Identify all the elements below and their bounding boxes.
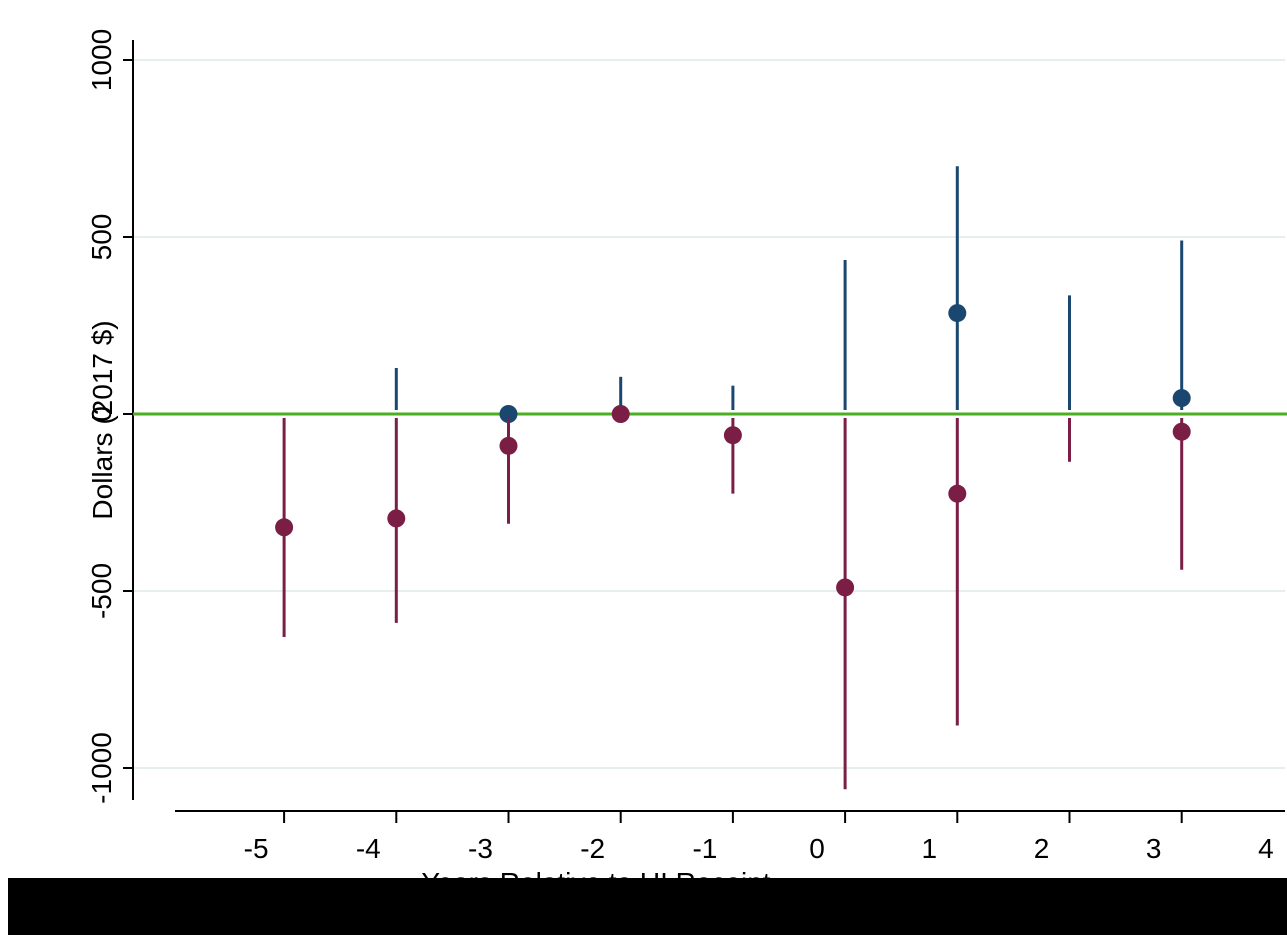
data-point	[1172, 389, 1191, 408]
x-tick-label: -5	[244, 833, 269, 864]
x-tick-label: 2	[1034, 833, 1050, 864]
x-tick-label: 4	[1258, 833, 1274, 864]
data-point	[499, 405, 518, 423]
x-tick-label: 3	[1146, 833, 1162, 864]
data-point	[611, 405, 630, 423]
y-tick-label: 500	[86, 214, 117, 261]
axes	[123, 40, 1285, 823]
data-point	[499, 436, 518, 455]
x-tick-label: -3	[468, 833, 493, 864]
tick-labels: 1000 500 0 -500 -1000 -5 -4 -3 -2 -1 0 1 2 3 4	[86, 29, 1274, 864]
x-tick-label: -4	[356, 833, 381, 864]
data-point	[836, 578, 855, 597]
x-tick-label: 1	[922, 833, 938, 864]
y-axis-title: Dollars (2017 $)	[87, 320, 118, 519]
data-point	[387, 509, 406, 528]
y-tick-label: -500	[86, 563, 117, 619]
x-tick-label: 0	[809, 833, 825, 864]
y-tick-label: 0	[86, 406, 117, 422]
x-tick-label: -1	[692, 833, 717, 864]
data-point	[948, 304, 967, 323]
y-tick-label: 1000	[86, 29, 117, 91]
black-band	[8, 878, 1287, 935]
grid-lines	[133, 59, 1285, 769]
series-marks	[275, 166, 1191, 790]
y-tick-label: -1000	[86, 732, 117, 804]
data-point	[723, 426, 742, 445]
data-point	[948, 484, 967, 503]
data-point	[1172, 422, 1191, 441]
data-point	[275, 518, 294, 537]
x-tick-label: -2	[580, 833, 605, 864]
